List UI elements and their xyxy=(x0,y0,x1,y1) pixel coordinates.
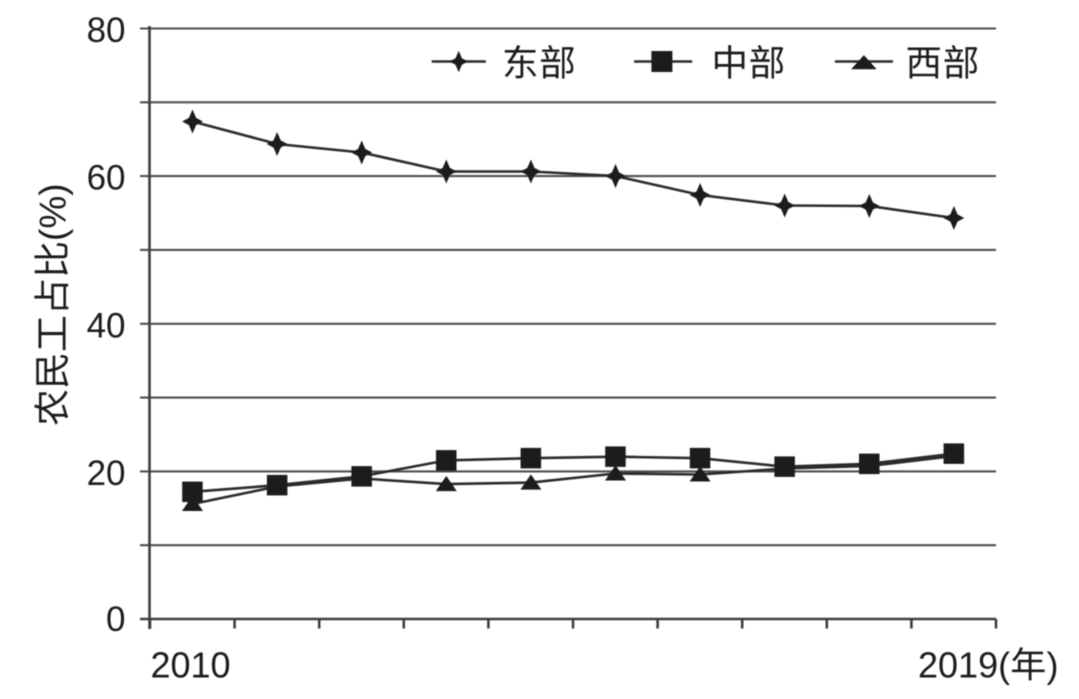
svg-text:2010: 2010 xyxy=(150,645,230,686)
svg-text:): ) xyxy=(1047,645,1059,686)
svg-text:80: 80 xyxy=(87,11,126,50)
svg-text:0: 0 xyxy=(106,600,125,639)
svg-text:40: 40 xyxy=(87,306,126,345)
svg-text:60: 60 xyxy=(87,159,126,198)
svg-text:2019(: 2019( xyxy=(918,645,1010,686)
svg-text:(%): (%) xyxy=(32,183,73,241)
svg-text:20: 20 xyxy=(87,454,126,493)
